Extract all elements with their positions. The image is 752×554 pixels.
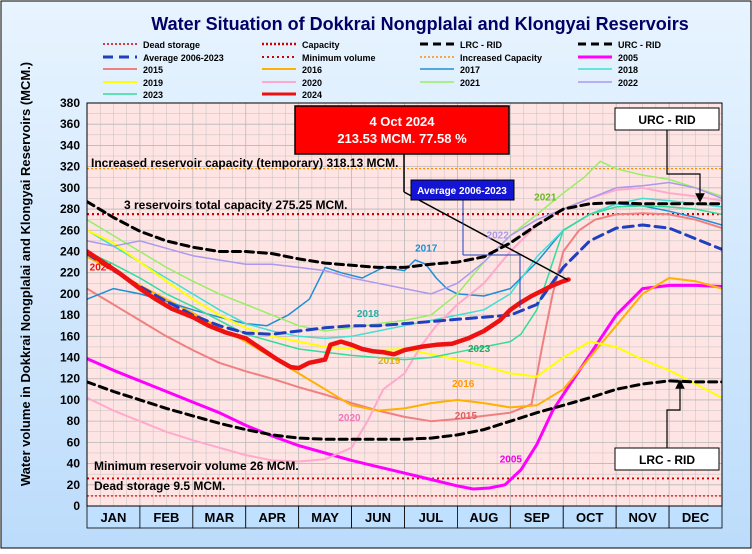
legend-label: 2005 (618, 53, 638, 63)
y-tick-label: 60 (67, 435, 81, 449)
legend-label: 2016 (302, 65, 322, 75)
y-tick-label: 220 (60, 266, 80, 280)
series-2020 (87, 186, 722, 463)
current-date: 4 Oct 2024 (369, 114, 435, 129)
month-label: AUG (469, 510, 498, 525)
legend-label: 2024 (302, 90, 322, 100)
legend-label: 2019 (143, 78, 163, 88)
legend-label: Minimum volume (302, 53, 376, 63)
series-lines (87, 160, 722, 491)
legend-label: 2017 (460, 65, 480, 75)
urc-arrow (666, 130, 705, 203)
series-label-2017: 2017 (415, 243, 438, 254)
series-urc-rid (87, 200, 722, 269)
series-label-2020: 2020 (338, 413, 361, 424)
series-label-2023: 2023 (468, 344, 491, 355)
lrc-arrow (666, 379, 685, 448)
series-label-2018: 2018 (357, 309, 380, 320)
y-tick-label: 20 (67, 478, 81, 492)
legend-label: 2018 (618, 65, 638, 75)
month-label: JUL (419, 510, 444, 525)
y-axis-label: Water volume in Dokkrai Nongplalai and K… (18, 62, 33, 486)
y-tick-label: 340 (60, 138, 80, 152)
y-tick-label: 180 (60, 308, 80, 322)
legend-label: 2021 (460, 78, 480, 88)
y-tick-label: 160 (60, 329, 80, 343)
series-label-2019: 2019 (378, 356, 401, 367)
series-2023 (87, 205, 722, 361)
y-tick-label: 300 (60, 181, 80, 195)
month-label: MAY (311, 510, 339, 525)
series-inline-labels: 2024 2017 2022 2021 2018 2019 2023 2016 2015 2020… (90, 193, 557, 466)
legend-label: LRC - RID (460, 40, 502, 50)
y-tick-label: 80 (67, 414, 81, 428)
callout-leader-line-2 (403, 191, 569, 281)
series-2022 (87, 181, 722, 295)
series-label-2024: 2024 (90, 263, 113, 274)
series-2021 (87, 160, 722, 332)
month-label: JUN (365, 510, 391, 525)
legend-label: Capacity (302, 40, 340, 50)
y-tick-label: 280 (60, 202, 80, 216)
legend-label: 2015 (143, 65, 163, 75)
average-box (410, 179, 515, 201)
y-tick-label: 0 (73, 499, 80, 513)
chart-title: Water Situation of Dokkrai Nongplalai an… (151, 14, 688, 34)
month-label: APR (258, 510, 286, 525)
series-label-2021: 2021 (534, 193, 557, 204)
lrc-box-label: LRC - RID (639, 453, 695, 467)
y-tick-label: 260 (60, 223, 80, 237)
minimum-volume-label: Minimum reservoir volume 26 MCM. (94, 459, 299, 473)
y-tick-label: 40 (67, 457, 81, 471)
legend-label: Average 2006-2023 (143, 53, 224, 63)
y-tick-label: 120 (60, 372, 80, 386)
month-label: NOV (629, 510, 658, 525)
series-2016 (87, 255, 722, 412)
y-tick-label: 100 (60, 393, 80, 407)
y-tick-label: 320 (60, 160, 80, 174)
series-label-2022: 2022 (487, 231, 510, 242)
series-lrc-rid (87, 379, 722, 441)
legend-label: Increased Capacity (460, 53, 542, 63)
month-label: MAR (204, 510, 234, 525)
y-tick-label: 380 (60, 96, 80, 110)
y-tick-label: 200 (60, 287, 80, 301)
legend: Dead storage Capacity LRC - RID URC - RID Av… (103, 40, 661, 100)
current-value-box (294, 105, 510, 155)
urc-box-label: URC - RID (638, 113, 696, 127)
average-box-label: Average 2006-2023 (417, 186, 507, 197)
y-tick-label: 360 (60, 117, 80, 131)
legend-label: 2022 (618, 78, 638, 88)
month-label: FEB (153, 510, 179, 525)
legend-label: URC - RID (618, 40, 661, 50)
current-value: 213.53 MCM. 77.58 % (337, 131, 467, 146)
annotations: Increased reservoir capacity (temporary)… (91, 105, 720, 493)
capacity-label: 3 reservoirs total capacity 275.25 MCM. (124, 198, 347, 212)
x-axis-band: JAN FEB MAR APR MAY JUN JUL AUG SEP OCT NOV DEC (86, 505, 723, 529)
series-2024 (87, 249, 571, 371)
plot-border (86, 102, 723, 507)
month-label: JAN (100, 510, 126, 525)
month-label: DEC (682, 510, 710, 525)
series-label-2005: 2005 (500, 455, 523, 466)
month-label: OCT (576, 510, 604, 525)
y-tick-label: 240 (60, 244, 80, 258)
series-2005 (87, 283, 722, 491)
month-label: SEP (524, 510, 550, 525)
series-2018 (87, 197, 722, 340)
y-tick-label: 140 (60, 351, 80, 365)
series-label-2016: 2016 (452, 379, 475, 390)
legend-label: Dead storage (143, 40, 200, 50)
series-2015 (87, 212, 722, 423)
legend-label: 2020 (302, 78, 322, 88)
increased-capacity-label: Increased reservoir capacity (temporary)… (91, 156, 398, 170)
series-label-2015: 2015 (455, 411, 478, 422)
dead-storage-label: Dead storage 9.5 MCM. (94, 479, 225, 493)
legend-label: 2023 (143, 90, 163, 100)
y-tick-labels: 0 20 40 60 80 100 120 140 160 180 200 220 240 260 280 3… (60, 96, 80, 513)
